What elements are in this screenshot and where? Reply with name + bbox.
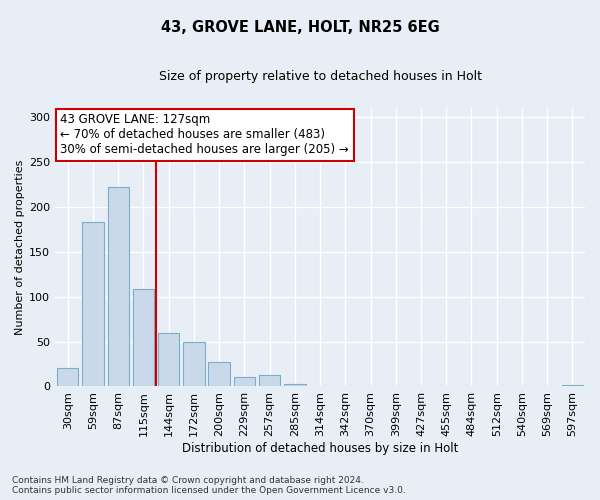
Bar xyxy=(133,290,154,386)
Y-axis label: Number of detached properties: Number of detached properties xyxy=(15,160,25,335)
Text: Contains HM Land Registry data © Crown copyright and database right 2024.
Contai: Contains HM Land Registry data © Crown c… xyxy=(12,476,406,495)
Bar xyxy=(259,375,280,386)
Text: 43, GROVE LANE, HOLT, NR25 6EG: 43, GROVE LANE, HOLT, NR25 6EG xyxy=(161,20,439,35)
Bar xyxy=(107,187,129,386)
Bar xyxy=(183,342,205,386)
Title: Size of property relative to detached houses in Holt: Size of property relative to detached ho… xyxy=(158,70,482,83)
Bar xyxy=(284,384,305,386)
Bar xyxy=(233,378,255,386)
X-axis label: Distribution of detached houses by size in Holt: Distribution of detached houses by size … xyxy=(182,442,458,455)
Bar xyxy=(158,332,179,386)
Bar xyxy=(57,368,79,386)
Bar xyxy=(82,222,104,386)
Bar xyxy=(208,362,230,386)
Text: 43 GROVE LANE: 127sqm
← 70% of detached houses are smaller (483)
30% of semi-det: 43 GROVE LANE: 127sqm ← 70% of detached … xyxy=(61,114,349,156)
Bar xyxy=(562,384,583,386)
